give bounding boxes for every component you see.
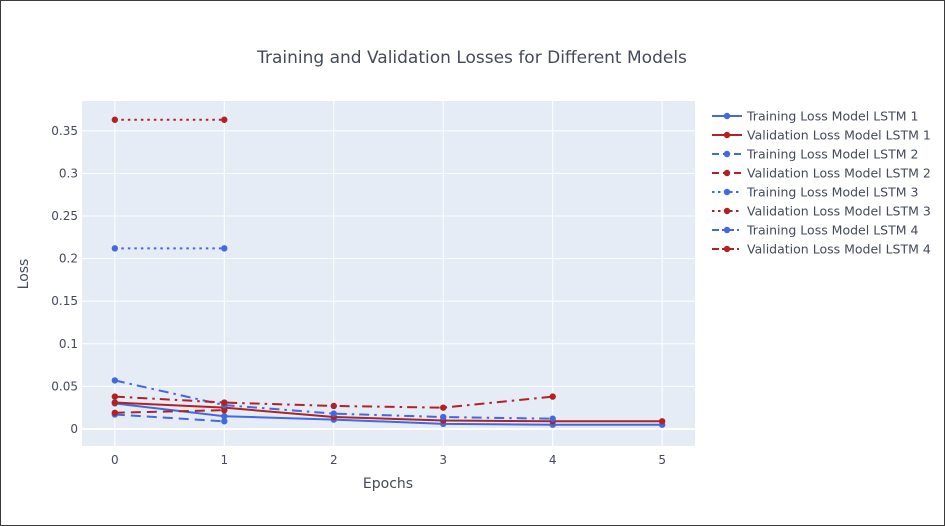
- legend-swatch-marker: [723, 207, 731, 215]
- legend-item[interactable]: Training Loss Model LSTM 4: [712, 223, 918, 238]
- legend-label: Validation Loss Model LSTM 4: [747, 242, 931, 257]
- y-tick-label: 0.2: [59, 252, 78, 266]
- legend-swatch-marker: [723, 112, 731, 120]
- series-4: [111, 407, 228, 416]
- x-tick-label: 5: [658, 453, 666, 467]
- chart-title: Training and Validation Losses for Diffe…: [256, 48, 687, 68]
- grid: [82, 101, 695, 446]
- legend-swatch-marker: [723, 226, 731, 234]
- data-point[interactable]: [440, 404, 447, 411]
- series-line: [114, 379, 553, 420]
- y-tick-label: 0.35: [51, 124, 78, 138]
- data-point[interactable]: [658, 418, 666, 425]
- data-point[interactable]: [221, 245, 228, 252]
- legend-item[interactable]: Training Loss Model LSTM 2: [712, 147, 918, 162]
- legend-label: Training Loss Model LSTM 1: [746, 109, 918, 124]
- data-point[interactable]: [440, 413, 447, 421]
- series-8: [111, 393, 556, 411]
- data-point[interactable]: [330, 410, 337, 417]
- data-point[interactable]: [111, 245, 119, 252]
- series-group: [111, 116, 666, 428]
- tick-labels: 0 0.05 0.1 0.15 0.2 0.25 0.3 0.35 0 1 2 3 4 5: [51, 124, 666, 467]
- y-axis-label: Loss: [16, 259, 32, 290]
- legend-item[interactable]: Validation Loss Model LSTM 4: [712, 242, 931, 257]
- legend-item[interactable]: Validation Loss Model LSTM 3: [712, 204, 931, 219]
- x-tick-label: 0: [111, 453, 119, 467]
- data-point[interactable]: [549, 415, 556, 422]
- legend-item[interactable]: Training Loss Model LSTM 1: [712, 109, 918, 124]
- legend[interactable]: Training Loss Model LSTM 1 Validation Los…: [712, 109, 931, 257]
- y-tick-label: 0.05: [51, 379, 78, 393]
- data-point[interactable]: [111, 409, 119, 416]
- data-point[interactable]: [221, 412, 228, 420]
- data-point[interactable]: [330, 402, 337, 410]
- legend-item[interactable]: Training Loss Model LSTM 3: [712, 185, 918, 200]
- data-point[interactable]: [111, 393, 119, 400]
- legend-label: Training Loss Model LSTM 3: [746, 185, 918, 200]
- y-tick-label: 0.3: [59, 166, 78, 180]
- legend-label: Training Loss Model LSTM 4: [746, 223, 918, 238]
- data-point[interactable]: [111, 399, 119, 406]
- series-line: [114, 409, 225, 414]
- x-tick-label: 3: [439, 453, 447, 467]
- legend-label: Validation Loss Model LSTM 2: [747, 166, 931, 181]
- x-tick-label: 4: [549, 453, 557, 467]
- data-point[interactable]: [221, 418, 228, 425]
- legend-swatch-marker: [723, 188, 731, 196]
- x-tick-label: 1: [220, 453, 228, 467]
- legend-label: Training Loss Model LSTM 2: [746, 147, 918, 162]
- legend-label: Validation Loss Model LSTM 1: [747, 128, 931, 143]
- x-axis-label: Epochs: [363, 476, 413, 492]
- legend-swatch-marker: [723, 131, 731, 139]
- x-tick-label: 2: [330, 453, 338, 467]
- data-point[interactable]: [221, 407, 228, 414]
- series-6: [111, 116, 228, 123]
- legend-swatch-marker: [723, 169, 731, 177]
- plot-background: [82, 101, 695, 446]
- y-tick-label: 0.1: [59, 337, 78, 351]
- data-point[interactable]: [111, 377, 119, 384]
- series-5: [111, 245, 228, 252]
- data-point[interactable]: [111, 116, 119, 123]
- legend-item[interactable]: Validation Loss Model LSTM 2: [712, 166, 931, 181]
- y-tick-label: 0: [70, 422, 78, 436]
- series-line: [114, 402, 663, 426]
- data-point[interactable]: [221, 399, 228, 406]
- series-line: [114, 401, 663, 423]
- series-7: [111, 377, 556, 422]
- data-point[interactable]: [221, 116, 228, 123]
- y-tick-label: 0.15: [51, 294, 78, 308]
- y-tick-label: 0.25: [51, 209, 78, 223]
- legend-swatch-marker: [723, 245, 731, 253]
- series-line: [114, 413, 225, 423]
- legend-item[interactable]: Validation Loss Model LSTM 1: [712, 128, 931, 143]
- data-point[interactable]: [549, 393, 556, 400]
- legend-label: Validation Loss Model LSTM 3: [747, 204, 931, 219]
- legend-swatch-marker: [723, 150, 731, 158]
